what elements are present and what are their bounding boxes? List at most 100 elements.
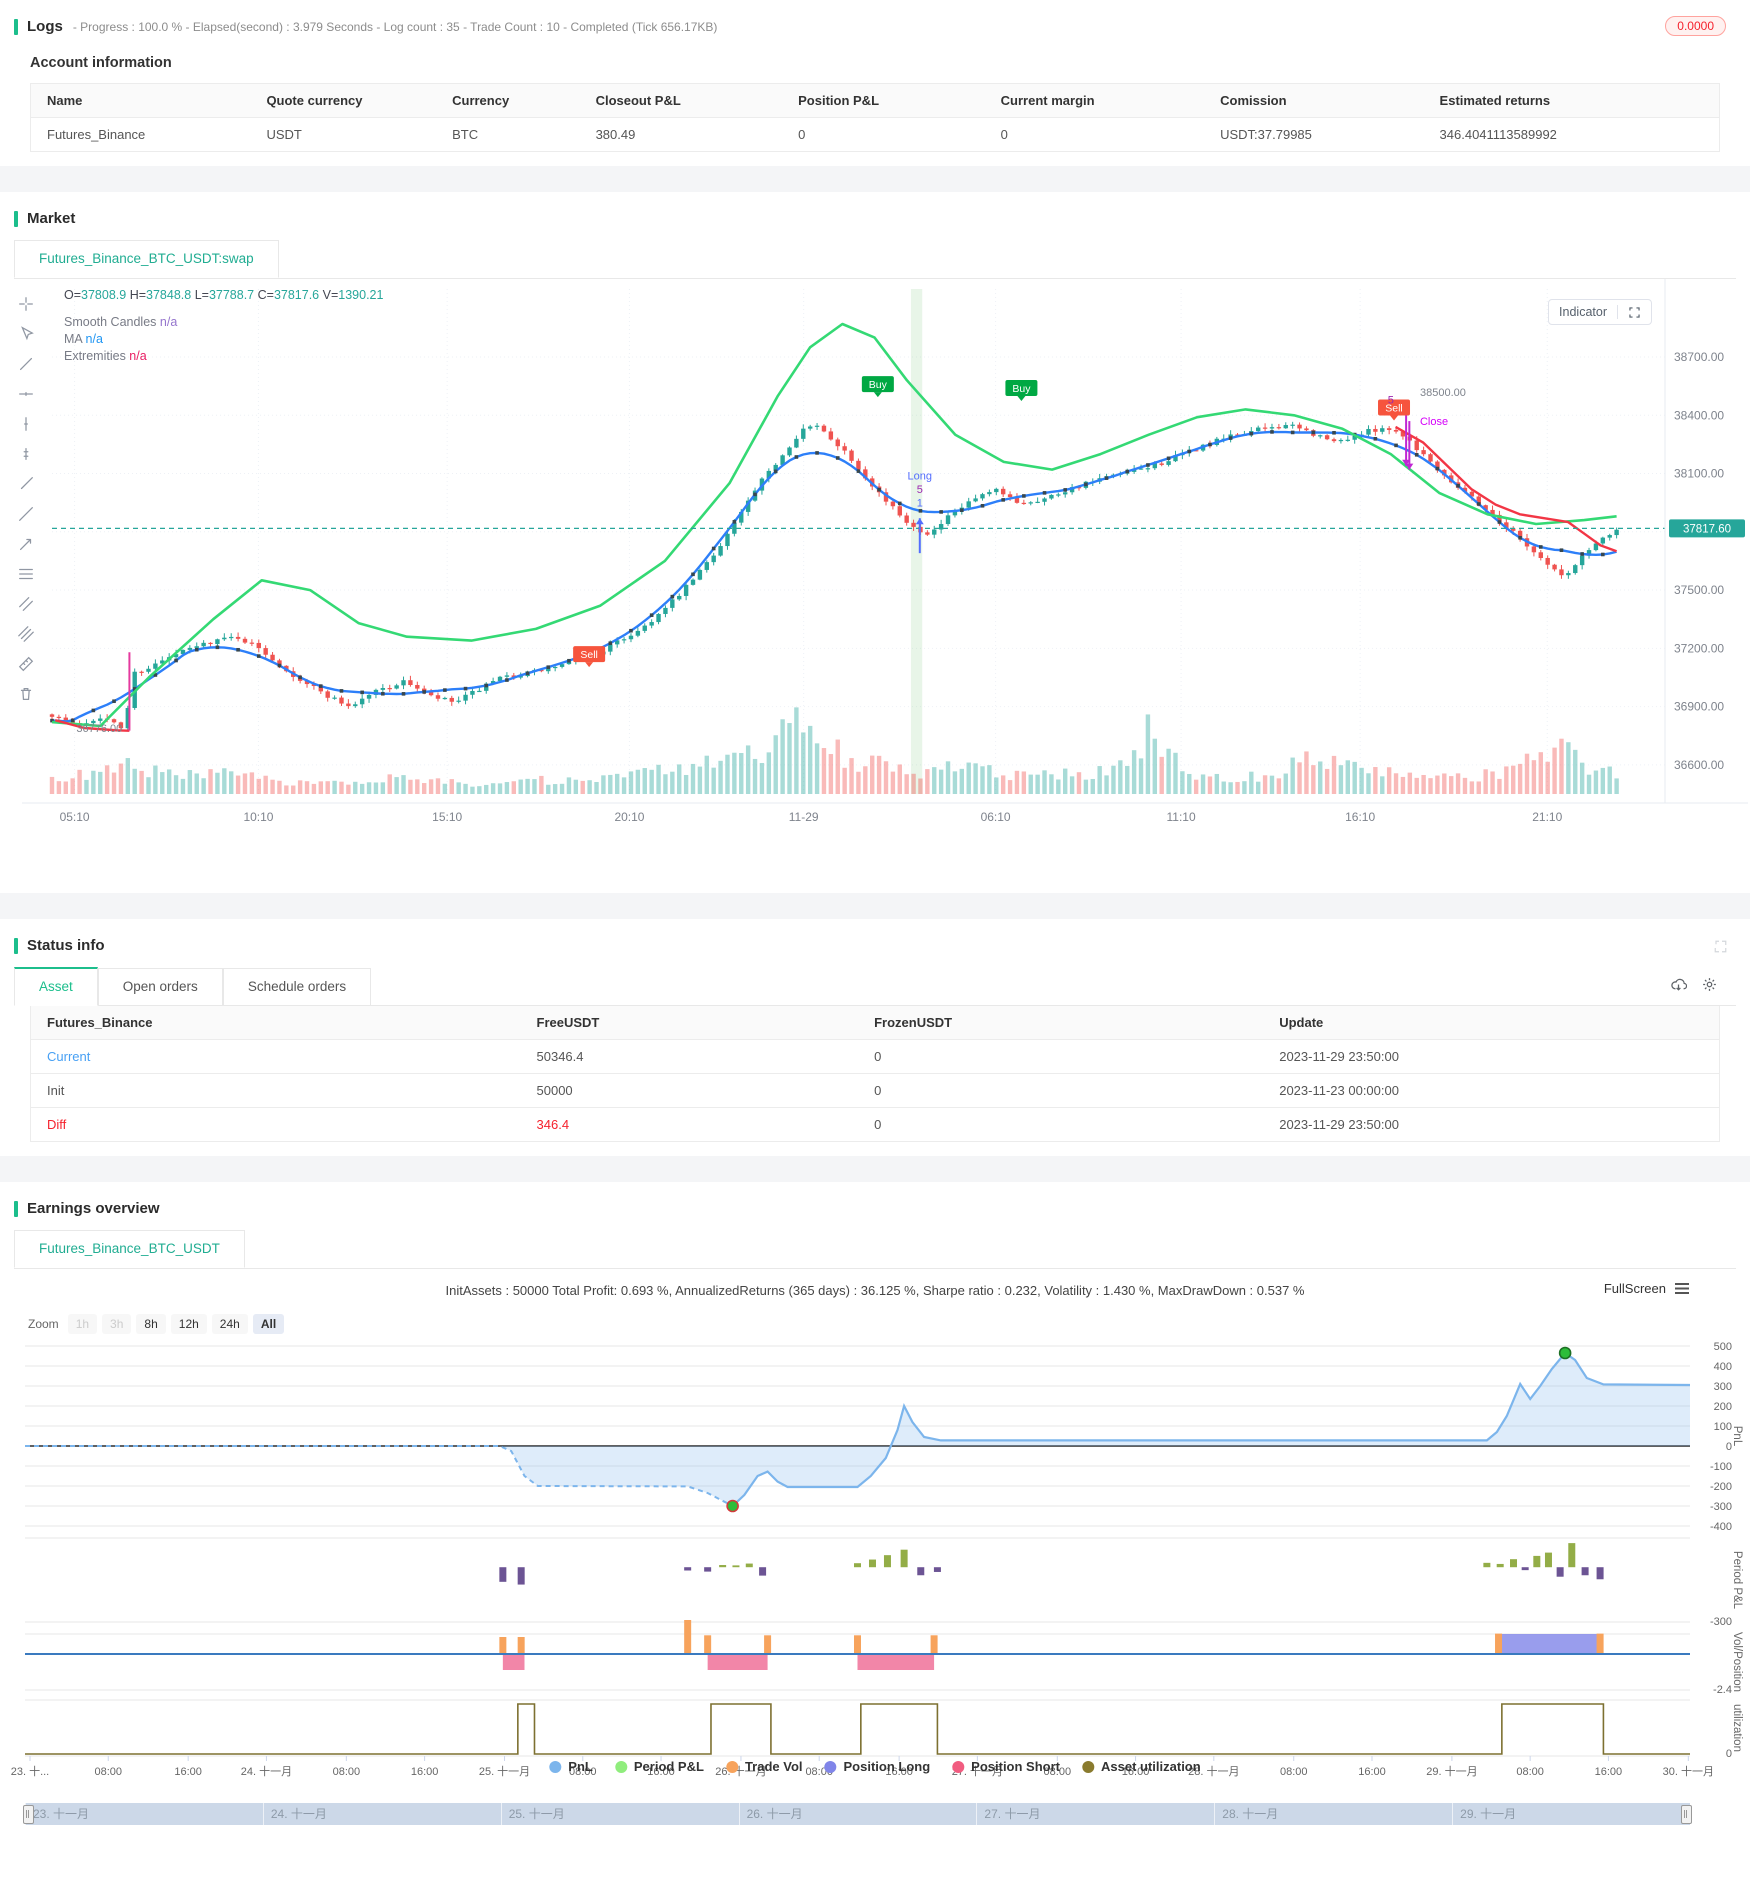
navigator-handle-right[interactable]: [1681, 1805, 1692, 1824]
table-cell: 2023-11-29 23:50:00: [1279, 1049, 1399, 1064]
sell-marker[interactable]: Sell: [1378, 399, 1411, 421]
table-cell: Init: [47, 1083, 65, 1098]
svg-text:11-29: 11-29: [789, 810, 819, 824]
earnings-stats: InitAssets : 50000 Total Profit: 0.693 %…: [0, 1269, 1750, 1304]
navigator-day-segment[interactable]: 28. 十一月: [1214, 1803, 1460, 1825]
buy-marker[interactable]: Buy: [1005, 380, 1038, 402]
svg-text:Long: Long: [908, 470, 932, 482]
svg-text:16:00: 16:00: [174, 1766, 202, 1778]
table-cell: Current: [47, 1049, 91, 1064]
status-section: Status info Asset Open orders Schedule ord…: [0, 919, 1750, 1156]
gear-icon[interactable]: [1701, 976, 1718, 993]
expand-icon[interactable]: [1628, 306, 1641, 319]
collapse-icon[interactable]: [1713, 939, 1728, 957]
svg-text:5: 5: [1388, 395, 1394, 407]
tab-open-orders[interactable]: Open orders: [97, 968, 223, 1006]
legend-dot: [1082, 1760, 1095, 1773]
svg-text:27. 十一月: 27. 十一月: [952, 1764, 1003, 1778]
navigator-handle-left[interactable]: [23, 1805, 34, 1824]
table-row: Futures_Binance USDT BTC 380.49 0 0 USDT:37.79…: [31, 118, 1719, 152]
trend-line-icon[interactable]: [11, 349, 41, 379]
legend-item-asset-utilization[interactable]: Asset utilization: [1082, 1759, 1201, 1774]
sell-marker[interactable]: Sell: [573, 646, 606, 668]
chart-legend: PnL Period P&L Trade Vol Position Long Posit…: [549, 1759, 1201, 1774]
table-cell: USDT: [266, 127, 302, 142]
column-header: Name: [47, 93, 83, 108]
legend-item: MA n/a: [64, 332, 103, 346]
crosshair-icon[interactable]: [11, 289, 41, 319]
zoom-button-24h[interactable]: 24h: [211, 1314, 248, 1334]
indicator-button-label: Indicator: [1559, 305, 1607, 319]
logs-counter-badge[interactable]: 0.0000: [1665, 16, 1726, 36]
svg-text:29. 十一月: 29. 十一月: [1426, 1764, 1477, 1778]
svg-text:24. 十一月: 24. 十一月: [241, 1764, 292, 1778]
svg-text:21:10: 21:10: [1532, 810, 1562, 824]
svg-text:08:00: 08:00: [1280, 1766, 1308, 1778]
range-navigator[interactable]: 23. 十一月 24. 十一月 25. 十一月 26. 十一月 27. 十一月 28. 十…: [23, 1803, 1692, 1825]
navigator-day-segment[interactable]: 25. 十一月: [500, 1803, 747, 1825]
angle-line-icon[interactable]: [11, 619, 41, 649]
svg-text:36900.00: 36900.00: [1674, 700, 1724, 714]
legend-item-trade-vol[interactable]: Trade Vol: [725, 1759, 803, 1774]
fib-retracement-icon[interactable]: [11, 559, 41, 589]
trash-icon[interactable]: [11, 679, 41, 709]
svg-text:-2.4: -2.4: [1713, 1684, 1732, 1696]
legend-dot: [725, 1760, 738, 1773]
earnings-stats-text: InitAssets : 50000 Total Profit: 0.693 %…: [445, 1283, 1305, 1298]
indicator-button[interactable]: Indicator: [1548, 299, 1652, 325]
table-cell: Diff: [47, 1117, 67, 1132]
tab-market-symbol[interactable]: Futures_Binance_BTC_USDT:swap: [14, 240, 279, 278]
navigator-day-segment[interactable]: 26. 十一月: [738, 1803, 985, 1825]
legend-item-position-long[interactable]: Position Long: [824, 1759, 930, 1774]
ray-icon[interactable]: [11, 469, 41, 499]
zoom-button-12h[interactable]: 12h: [170, 1314, 207, 1334]
pnl-multi-panel-chart[interactable]: 500 400 300 200 100 0 -100 -200 -300 -400 PnL -300 P…: [0, 1338, 1746, 1788]
arrow-line-icon[interactable]: [11, 529, 41, 559]
section-accent-bar: [14, 18, 18, 35]
navigator-day-segment[interactable]: 23. 十一月: [25, 1803, 271, 1825]
market-section: Market Futures_Binance_BTC_USDT:swap O=3…: [0, 192, 1750, 893]
buy-marker[interactable]: Buy: [861, 376, 894, 398]
svg-text:08:00: 08:00: [333, 1766, 361, 1778]
indicator-legend: Smooth Candles n/a MA n/a Extremities n/a: [64, 314, 383, 365]
earnings-chart[interactable]: 500 400 300 200 100 0 -100 -200 -300 -400 PnL -300 P…: [0, 1338, 1750, 1791]
candlestick-chart[interactable]: 05:10 10:10 15:10 20:10 11-29 06:10 11:10 16:10…: [2, 279, 1748, 879]
svg-text:11:10: 11:10: [1167, 810, 1196, 824]
tab-schedule-orders[interactable]: Schedule orders: [222, 968, 372, 1006]
svg-text:08:00: 08:00: [569, 1766, 597, 1778]
cross-line-icon[interactable]: [11, 439, 41, 469]
svg-text:200: 200: [1714, 1401, 1732, 1413]
navigator-day-segment[interactable]: 27. 十一月: [976, 1803, 1222, 1825]
svg-text:08:00: 08:00: [1044, 1766, 1072, 1778]
hamburger-menu-icon[interactable]: [1674, 1282, 1690, 1295]
measure-icon[interactable]: [11, 649, 41, 679]
svg-text:-400: -400: [1710, 1521, 1732, 1533]
table-cell: 0: [874, 1083, 882, 1098]
svg-text:08:00: 08:00: [1516, 1766, 1544, 1778]
svg-text:Vol/Position: Vol/Position: [1731, 1632, 1743, 1692]
market-tabbar: Futures_Binance_BTC_USDT:swap: [14, 239, 1736, 279]
parallel-channel-icon[interactable]: [11, 589, 41, 619]
market-chart[interactable]: O=37808.9 H=37848.8 L=37788.7 C=37817.6 …: [2, 279, 1748, 879]
drawing-toolbar: [8, 289, 44, 709]
extended-line-icon[interactable]: [11, 499, 41, 529]
svg-text:23. 十...: 23. 十...: [11, 1764, 50, 1778]
cursor-icon[interactable]: [11, 319, 41, 349]
zoom-button-all[interactable]: All: [252, 1314, 285, 1334]
legend-item-period-p-l[interactable]: Period P&L: [614, 1759, 704, 1774]
fullscreen-button[interactable]: FullScreen: [1604, 1281, 1690, 1296]
cloud-download-icon[interactable]: [1670, 976, 1687, 993]
legend-item-pnl[interactable]: PnL: [549, 1759, 593, 1774]
tab-asset[interactable]: Asset: [14, 967, 98, 1006]
legend-dot: [824, 1760, 837, 1773]
vertical-line-icon[interactable]: [11, 409, 41, 439]
table-row: Diff 346.4 0 2023-11-29 23:50:00: [31, 1108, 1719, 1142]
tab-earnings-symbol[interactable]: Futures_Binance_BTC_USDT: [14, 1230, 245, 1268]
section-accent-bar: [14, 937, 18, 954]
svg-text:20:10: 20:10: [614, 810, 644, 824]
navigator-day-segment[interactable]: 29. 十一月: [1452, 1803, 1698, 1825]
horizontal-line-icon[interactable]: [11, 379, 41, 409]
navigator-day-segment[interactable]: 24. 十一月: [262, 1803, 509, 1825]
legend-item-position-short[interactable]: Position Short: [952, 1759, 1060, 1774]
zoom-button-8h[interactable]: 8h: [136, 1314, 166, 1334]
